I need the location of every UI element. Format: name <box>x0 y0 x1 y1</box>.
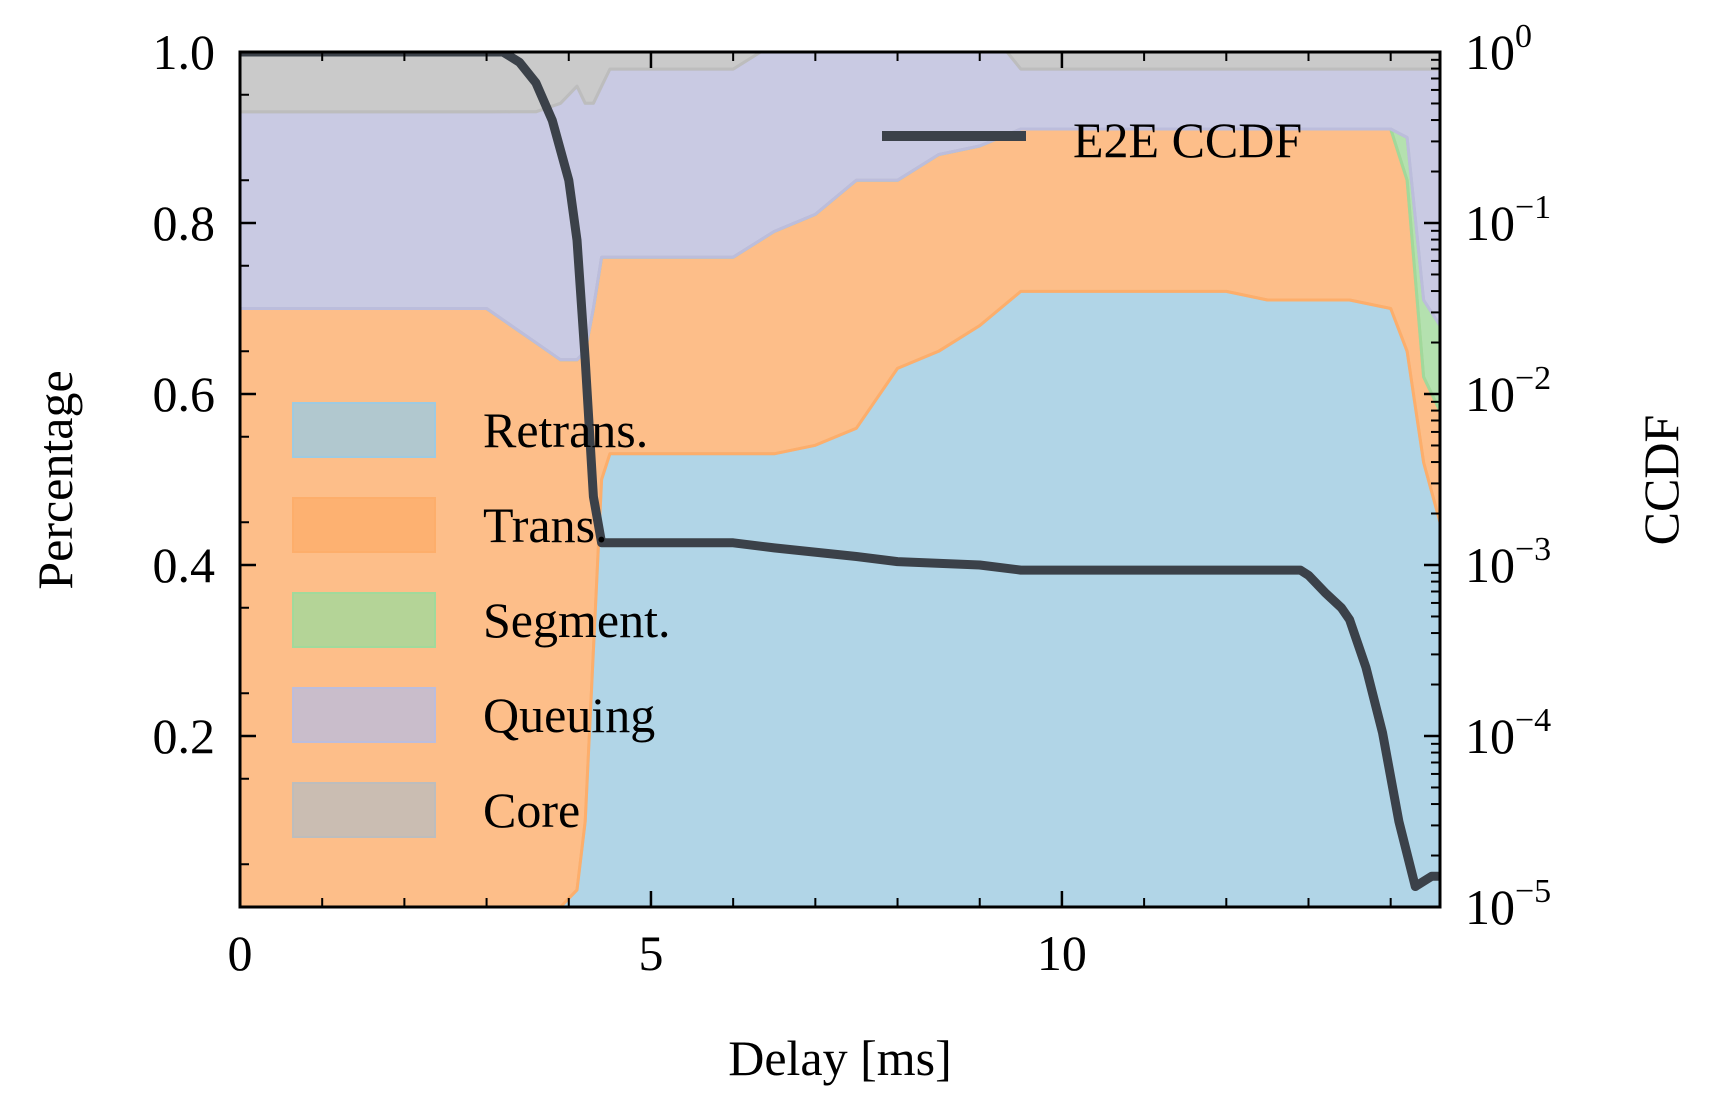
axes <box>238 50 1442 909</box>
y2-tick-label: 10−2 <box>1465 360 1551 422</box>
y2-tick-exponent: 0 <box>1515 18 1532 55</box>
ticks: 0 5 100.20.40.60.81.0 10010−110−210−310−410… <box>153 18 1552 981</box>
stack-legend: Retrans. Trans. Segment. Queuing Core <box>292 402 670 838</box>
y-tick-label: 0.6 <box>153 366 216 422</box>
x-tick-label: 10 <box>1037 925 1087 981</box>
legend-label: Core <box>483 782 580 838</box>
y2-tick-exponent: −3 <box>1515 531 1551 568</box>
legend-swatch <box>292 402 436 458</box>
y-tick-label: 0.8 <box>153 195 216 251</box>
y-tick-label: 0.2 <box>153 708 216 764</box>
y2-tick-label: 10−3 <box>1465 531 1551 593</box>
legend-label: Trans. <box>483 497 608 553</box>
legend-swatch <box>292 782 436 838</box>
legend-line-label: E2E CCDF <box>1073 112 1302 168</box>
ccdf-line <box>240 52 1440 891</box>
y2-tick-exponent: −2 <box>1515 360 1551 397</box>
y2-tick-base: 10 <box>1465 537 1515 593</box>
x-axis-label: Delay [ms] <box>728 1030 952 1086</box>
legend-swatch <box>292 497 436 553</box>
legend-swatch <box>292 687 436 743</box>
y2-tick-label: 10−4 <box>1465 702 1551 764</box>
y-axis-label: Percentage <box>27 370 83 589</box>
y2-tick-label: 100 <box>1465 18 1532 80</box>
y2-axis-label: CCDF <box>1633 415 1689 546</box>
y2-tick-base: 10 <box>1465 24 1515 80</box>
y2-tick-base: 10 <box>1465 879 1515 935</box>
y2-tick-label: 10−5 <box>1465 873 1551 935</box>
y-tick-label: 0.4 <box>153 537 216 593</box>
y2-tick-exponent: −4 <box>1515 702 1551 739</box>
plot-frame <box>238 50 1442 909</box>
x-tick-label: 0 <box>228 925 253 981</box>
legend-label: Queuing <box>483 687 655 743</box>
y2-tick-base: 10 <box>1465 366 1515 422</box>
ccdf-line-group <box>240 52 1440 891</box>
y2-tick-base: 10 <box>1465 708 1515 764</box>
legend-label: Segment. <box>483 592 670 648</box>
y2-tick-base: 10 <box>1465 195 1515 251</box>
line-legend: E2E CCDF <box>882 112 1302 168</box>
y2-tick-label: 10−1 <box>1465 189 1551 251</box>
y2-tick-exponent: −1 <box>1515 189 1551 226</box>
y-tick-label: 1.0 <box>153 24 216 80</box>
legend-swatch <box>292 592 436 648</box>
y2-tick-exponent: −5 <box>1515 873 1551 910</box>
legend-label: Retrans. <box>483 402 648 458</box>
x-tick-label: 5 <box>638 925 663 981</box>
